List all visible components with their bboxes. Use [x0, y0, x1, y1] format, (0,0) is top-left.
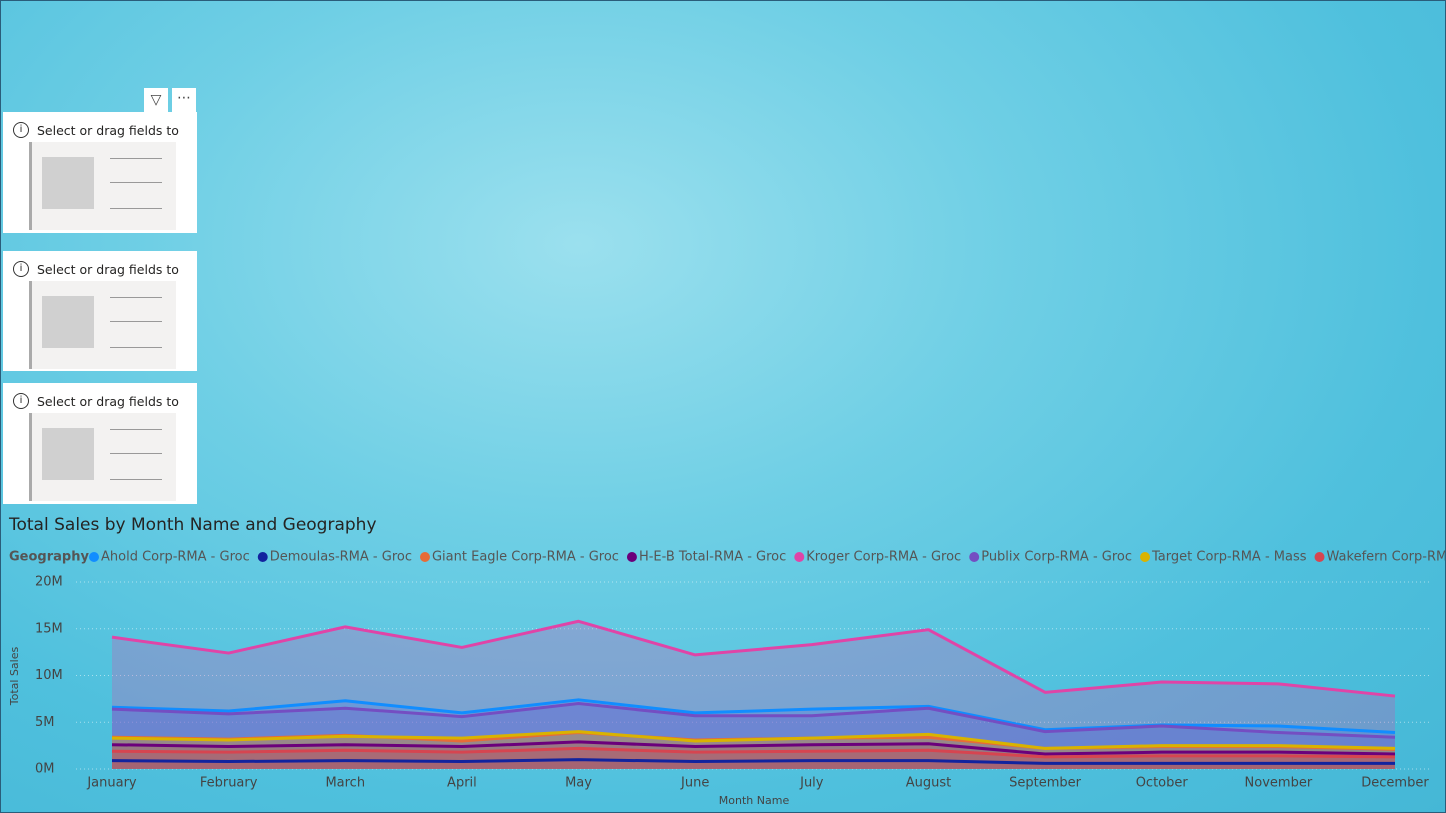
area-line — [111, 746, 1396, 759]
legend-title: Geography — [9, 550, 89, 565]
preview-image — [42, 157, 94, 209]
placeholder-card[interactable]: i Select or drag fields to — [3, 383, 197, 504]
legend-label: Wakefern Corp-RMA - Gr... — [1327, 550, 1446, 565]
card-preview — [29, 413, 176, 501]
preview-line — [110, 158, 162, 159]
area-line — [111, 619, 1396, 698]
area-line — [111, 758, 1395, 765]
info-icon: i — [13, 122, 29, 138]
card-preview — [29, 142, 176, 230]
card-header: i Select or drag fields to — [13, 393, 179, 409]
legend-marker — [257, 552, 268, 562]
preview-image — [42, 428, 94, 480]
area-line — [111, 730, 1396, 750]
x-tick-label: June — [680, 776, 709, 791]
x-tick-label: July — [799, 776, 824, 791]
area-line — [111, 740, 1396, 756]
x-tick-label: January — [86, 776, 137, 791]
legend-label: Kroger Corp-RMA - Groc — [806, 550, 961, 565]
legend-marker — [419, 552, 430, 562]
area-line — [111, 698, 1396, 735]
y-axis-title: Total Sales — [8, 647, 21, 707]
legend-label: Giant Eagle Corp-RMA - Groc — [432, 550, 619, 565]
x-tick-label: September — [1009, 776, 1082, 791]
area-line — [111, 702, 1396, 739]
preview-image — [42, 296, 94, 348]
preview-line — [110, 182, 162, 183]
info-icon: i — [13, 393, 29, 409]
legend-marker — [1140, 552, 1151, 562]
legend-marker — [969, 552, 980, 562]
card-preview — [29, 281, 176, 369]
legend-marker — [626, 552, 637, 562]
x-tick-label: December — [1361, 776, 1429, 791]
x-tick-label: March — [325, 776, 365, 791]
x-tick-label: April — [447, 776, 477, 791]
area-fill — [112, 621, 1395, 769]
card-header: i Select or drag fields to — [13, 122, 179, 138]
placeholder-card[interactable]: i Select or drag fields to — [3, 112, 197, 233]
legend-label: Demoulas-RMA - Groc — [270, 550, 412, 565]
y-tick-label: 5M — [35, 715, 55, 730]
more-options[interactable]: ⋯ — [172, 88, 196, 112]
filter-icon[interactable]: ▽ — [144, 88, 168, 112]
chart-title: Total Sales by Month Name and Geography — [8, 515, 377, 535]
legend-label: Publix Corp-RMA - Groc — [981, 550, 1132, 565]
card-text: Select or drag fields to — [37, 122, 179, 138]
legend-label: Target Corp-RMA - Mass — [1151, 550, 1307, 565]
preview-line — [110, 321, 162, 322]
y-tick-label: 20M — [35, 575, 63, 590]
preview-line — [110, 453, 162, 454]
legend-marker — [89, 552, 99, 562]
x-tick-label: October — [1136, 776, 1189, 791]
legend-marker — [1314, 552, 1325, 562]
x-tick-label: February — [200, 776, 258, 791]
x-tick-label: August — [906, 776, 952, 791]
card-header: i Select or drag fields to — [13, 261, 179, 277]
preview-line — [110, 208, 162, 209]
legend-marker — [794, 552, 805, 562]
legend-label: H-E-B Total-RMA - Groc — [639, 550, 786, 565]
placeholder-card[interactable]: i Select or drag fields to — [3, 251, 197, 371]
info-icon: i — [13, 261, 29, 277]
y-tick-label: 0M — [35, 762, 55, 777]
card-text: Select or drag fields to — [37, 393, 179, 409]
x-tick-label: May — [565, 776, 592, 791]
x-tick-label: November — [1245, 776, 1313, 791]
preview-line — [110, 347, 162, 348]
y-tick-label: 10M — [35, 668, 63, 683]
preview-line — [110, 429, 162, 430]
card-text: Select or drag fields to — [37, 261, 179, 277]
preview-line — [110, 297, 162, 298]
y-tick-label: 15M — [35, 621, 63, 636]
legend-label: Ahold Corp-RMA - Groc — [101, 550, 250, 565]
preview-line — [110, 479, 162, 480]
x-axis-title: Month Name — [719, 794, 790, 807]
